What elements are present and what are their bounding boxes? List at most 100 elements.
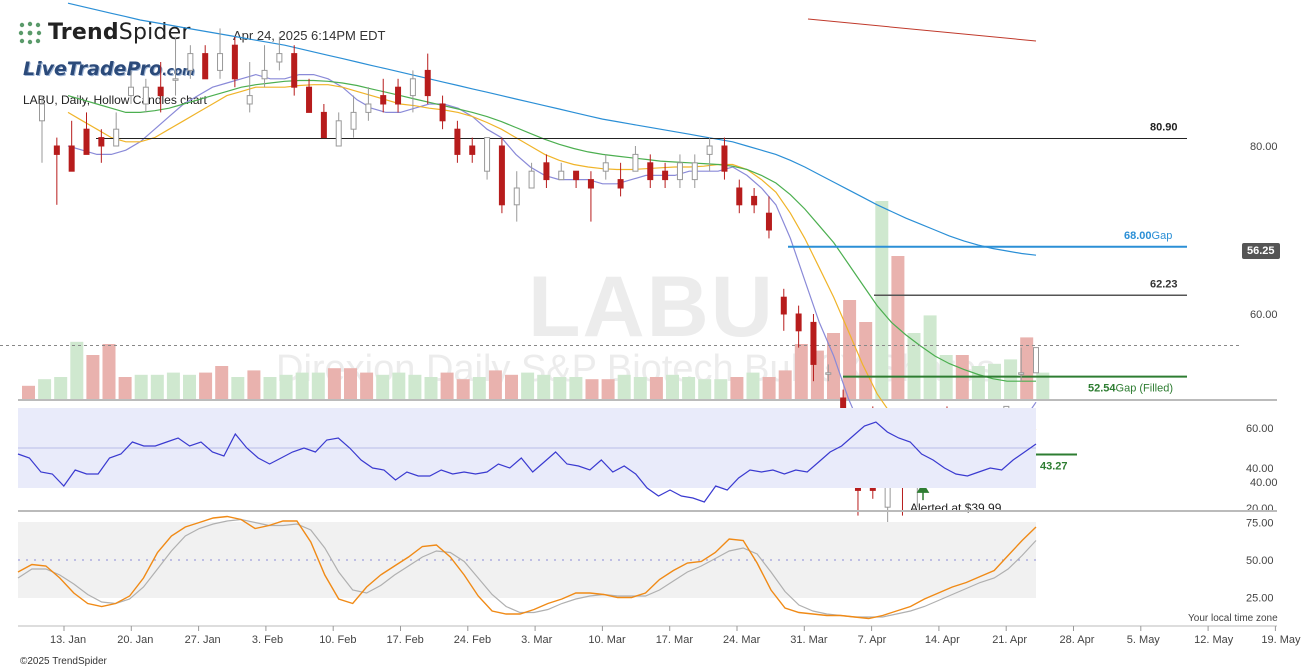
x-tick-label: 24. Feb: [454, 634, 491, 646]
volume-bar: [1004, 359, 1018, 399]
candle-body: [128, 86, 135, 97]
rsi-tick: 40.00: [1246, 463, 1274, 475]
volume-bar: [279, 374, 293, 399]
volume-bar: [344, 368, 357, 399]
stoch-tick: 75.00: [1246, 518, 1274, 530]
x-tick-label: 19. May: [1261, 634, 1301, 646]
volume-bar: [231, 377, 245, 399]
candle-body: [261, 69, 268, 80]
volume-bar: [86, 355, 100, 399]
volume-bar: [102, 344, 116, 399]
volume-bar: [263, 377, 277, 399]
volume-bar: [408, 374, 422, 399]
volume-bar: [22, 385, 35, 399]
volume-bar: [38, 379, 52, 399]
volume-bar: [778, 370, 792, 399]
candle-body: [395, 86, 402, 105]
volume-bar: [762, 377, 776, 399]
volume-bar: [505, 374, 518, 399]
candle-body: [157, 86, 164, 97]
x-tick-label: 31. Mar: [790, 634, 828, 646]
candle-body: [53, 145, 60, 155]
candle-body: [350, 111, 357, 130]
copyright: ©2025 TrendSpider: [20, 656, 107, 667]
candle-body: [706, 145, 713, 155]
stochastic-panel: 75.00 50.00 25.00: [17, 515, 1277, 627]
candle-body: [795, 313, 802, 332]
volume-bar: [617, 374, 631, 399]
volume-bars: [18, 201, 1277, 401]
level-label: 52.54Gap (Filled): [1088, 383, 1173, 395]
volume-bar: [521, 372, 535, 399]
volume-bar: [70, 341, 84, 399]
candle-body: [217, 53, 224, 71]
candle-body: [513, 187, 520, 206]
level-label: 68.00Gap: [1124, 230, 1172, 242]
price-tick: 40.00: [1250, 477, 1278, 489]
candle-body: [68, 145, 75, 172]
candle-body: [676, 162, 683, 181]
candle-body: [691, 162, 698, 181]
brand-name: TrendSpider: [48, 20, 191, 45]
candle-body: [335, 120, 342, 147]
volume-bar: [54, 377, 68, 399]
volume-bar: [247, 370, 261, 399]
trendspider-logo: TrendSpider: [18, 20, 191, 45]
stoch-tick: 25.00: [1246, 593, 1274, 605]
candle-body: [187, 53, 194, 71]
candle-body: [1033, 347, 1039, 374]
timezone-label: Your local time zone: [1188, 613, 1278, 624]
volume-bar: [633, 377, 647, 399]
volume-bar: [1036, 372, 1050, 399]
ma_mid-line: [67, 84, 1037, 448]
candle-body: [172, 78, 179, 81]
candle-body: [39, 103, 45, 122]
level-label: 43.27: [1040, 461, 1068, 473]
volume-bar: [698, 379, 712, 399]
volume-bar: [569, 377, 583, 399]
candle-body: [231, 44, 238, 80]
candle-body: [662, 170, 669, 181]
ma_slow-line: [67, 79, 1036, 382]
rsi-tick: 60.00: [1246, 423, 1274, 435]
volume-bar: [585, 379, 599, 399]
candle-body: [558, 170, 565, 181]
rsi-tick: 20.00: [1246, 503, 1274, 515]
stoch-d-line: [17, 518, 1037, 618]
x-tick-label: 13. Jan: [50, 634, 86, 646]
volume-bar: [392, 372, 406, 399]
volume-bar: [827, 333, 840, 399]
volume-bar: [134, 374, 148, 399]
x-tick-label: 3. Mar: [521, 634, 553, 646]
candle-body: [306, 86, 313, 113]
x-tick-label: 14. Apr: [925, 634, 960, 646]
volume-bar: [456, 379, 470, 399]
x-tick-label: 28. Apr: [1060, 634, 1095, 646]
x-tick-label: 10. Mar: [588, 634, 626, 646]
volume-bar: [199, 372, 213, 399]
price-tick: 60.00: [1250, 309, 1278, 321]
volume-bar: [215, 366, 229, 399]
level-label: 62.23: [1150, 278, 1178, 290]
volume-bar: [118, 377, 132, 399]
volume-bar: [601, 379, 615, 399]
candle-body: [424, 69, 431, 97]
level-label: 80.90: [1150, 121, 1178, 133]
candle-body: [617, 179, 624, 189]
candle-body: [736, 187, 743, 206]
x-tick-label: 3. Feb: [252, 634, 283, 646]
candle-body: [825, 372, 832, 375]
moving-averages: [67, 2, 1037, 479]
volume-bar: [440, 372, 454, 399]
candle-body: [291, 53, 298, 88]
volume-bar: [923, 315, 937, 399]
x-tick-label: 7. Apr: [858, 634, 887, 646]
volume-bar: [875, 201, 889, 399]
volume-bar: [150, 374, 164, 399]
volume-bar: [907, 333, 921, 399]
candle-body: [810, 321, 817, 365]
candle-body: [528, 170, 535, 189]
candle-body: [751, 195, 758, 206]
volume-bar: [166, 372, 180, 399]
